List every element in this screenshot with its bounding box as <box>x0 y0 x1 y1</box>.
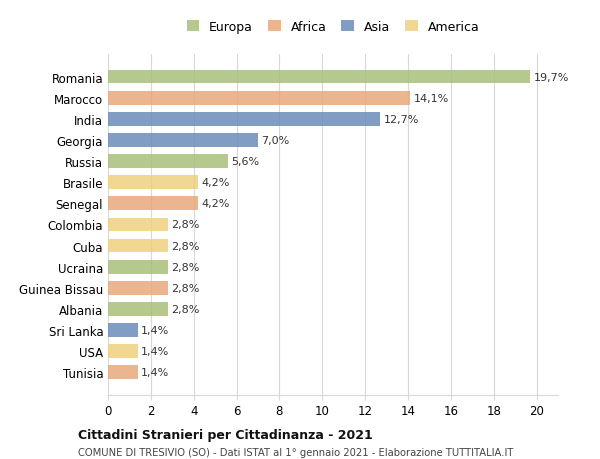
Bar <box>108 260 168 274</box>
Bar <box>108 239 168 253</box>
Text: 7,0%: 7,0% <box>261 135 289 146</box>
Bar <box>108 366 138 379</box>
Text: 2,8%: 2,8% <box>171 220 200 230</box>
Text: 2,8%: 2,8% <box>171 262 200 272</box>
Text: 2,8%: 2,8% <box>171 241 200 251</box>
Bar <box>108 92 410 105</box>
Bar <box>108 218 168 232</box>
Bar <box>108 197 198 211</box>
Text: 19,7%: 19,7% <box>533 73 569 82</box>
Bar <box>108 324 138 337</box>
Bar <box>108 155 228 168</box>
Legend: Europa, Africa, Asia, America: Europa, Africa, Asia, America <box>183 17 483 38</box>
Bar <box>108 176 198 190</box>
Text: 2,8%: 2,8% <box>171 304 200 314</box>
Text: 14,1%: 14,1% <box>413 94 449 103</box>
Text: Cittadini Stranieri per Cittadinanza - 2021: Cittadini Stranieri per Cittadinanza - 2… <box>78 428 373 442</box>
Bar <box>108 134 258 147</box>
Text: 4,2%: 4,2% <box>201 178 230 188</box>
Text: 12,7%: 12,7% <box>383 115 419 124</box>
Bar <box>108 71 530 84</box>
Text: 1,4%: 1,4% <box>141 325 169 335</box>
Text: 2,8%: 2,8% <box>171 283 200 293</box>
Bar <box>108 302 168 316</box>
Text: COMUNE DI TRESIVIO (SO) - Dati ISTAT al 1° gennaio 2021 - Elaborazione TUTTITALI: COMUNE DI TRESIVIO (SO) - Dati ISTAT al … <box>78 448 514 457</box>
Text: 1,4%: 1,4% <box>141 347 169 356</box>
Text: 5,6%: 5,6% <box>231 157 259 167</box>
Bar <box>108 281 168 295</box>
Bar <box>108 345 138 358</box>
Text: 1,4%: 1,4% <box>141 368 169 377</box>
Bar <box>108 112 380 126</box>
Text: 4,2%: 4,2% <box>201 199 230 209</box>
